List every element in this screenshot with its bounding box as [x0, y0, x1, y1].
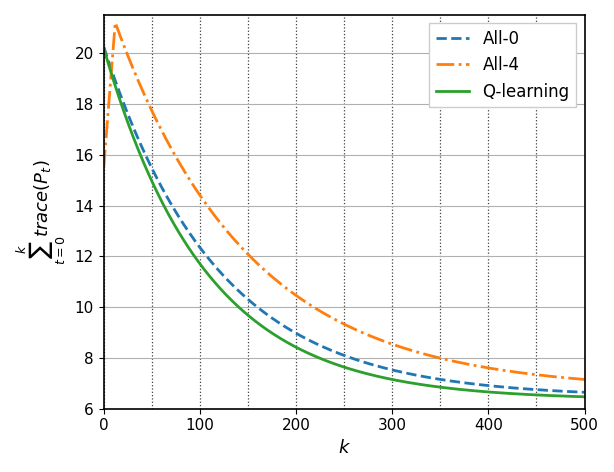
All-0: [413, 372, 420, 378]
All-4: [284, 287, 291, 292]
Q-learning: [495, 390, 503, 396]
Q-learning: [459, 387, 466, 393]
Q-learning: [413, 381, 420, 387]
All-0: [100, 44, 107, 50]
All-4: [581, 377, 588, 382]
All-4: [459, 360, 466, 366]
All-4: [112, 20, 119, 25]
All-4: [389, 341, 396, 347]
Q-learning: [389, 377, 396, 382]
All-0: [284, 325, 291, 331]
All-0: [187, 233, 195, 238]
Line: Q-learning: Q-learning: [104, 48, 585, 397]
All-4: [100, 165, 107, 170]
Q-learning: [284, 340, 291, 346]
Q-learning: [187, 249, 195, 254]
Legend: All-0, All-4, Q-learning: All-0, All-4, Q-learning: [429, 23, 576, 107]
Y-axis label: $\sum_{t=0}^{k} trace(P_t)$: $\sum_{t=0}^{k} trace(P_t)$: [15, 159, 69, 265]
All-4: [495, 367, 503, 372]
Line: All-0: All-0: [104, 47, 585, 392]
All-0: [495, 384, 503, 389]
Q-learning: [100, 45, 107, 51]
All-0: [459, 380, 466, 386]
Line: All-4: All-4: [104, 23, 585, 379]
All-0: [389, 367, 396, 373]
All-4: [187, 179, 195, 185]
All-4: [413, 349, 420, 355]
Q-learning: [581, 394, 588, 400]
X-axis label: $k$: $k$: [338, 439, 351, 457]
All-0: [581, 389, 588, 395]
